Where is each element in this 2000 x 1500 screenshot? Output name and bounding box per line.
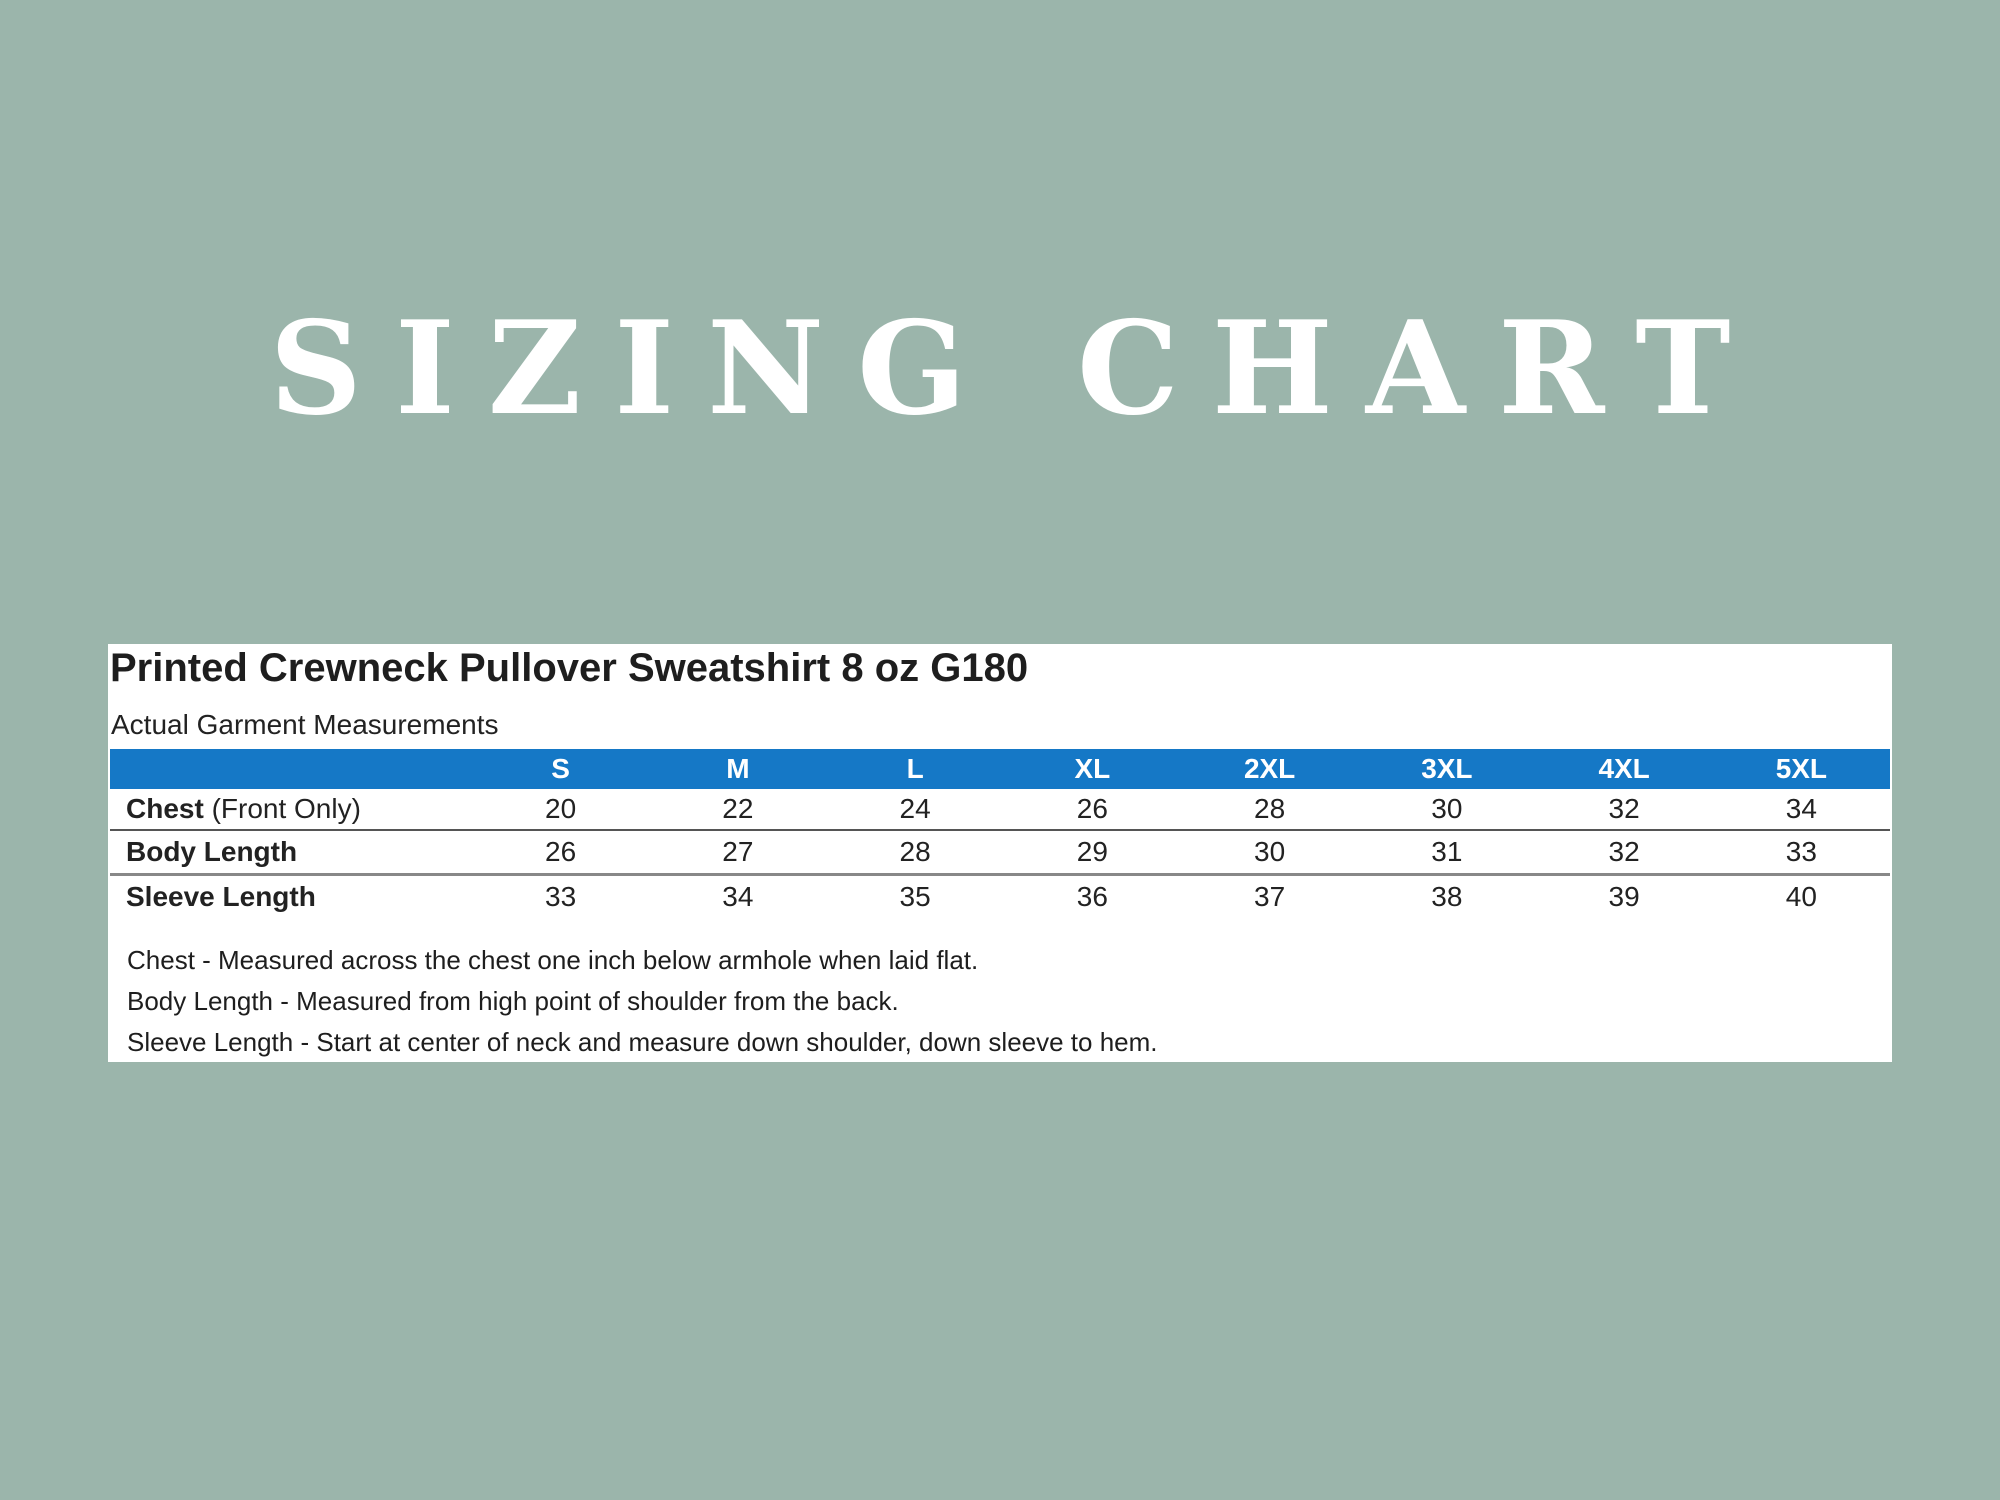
size-chart-sheet: Printed Crewneck Pullover Sweatshirt 8 o… [108, 644, 1892, 1062]
size-header-blank [110, 749, 472, 789]
size-header: 3XL [1358, 749, 1536, 789]
size-header: L [826, 749, 1004, 789]
table-cell: 30 [1358, 789, 1536, 831]
table-cell: 36 [1076, 881, 1108, 912]
table-cell: 28 [826, 830, 1004, 876]
table-cell: 30 [1181, 830, 1359, 876]
size-header-row: S M L XL 2XL 3XL 4XL 5XL [110, 749, 1890, 789]
product-title: Printed Crewneck Pullover Sweatshirt 8 o… [110, 646, 1029, 690]
table-row-chest: Chest (Front Only) 20 22 24 26 28 30 32 … [110, 789, 1890, 831]
table-cell: 34 [722, 881, 754, 912]
table-cell: 34 [1712, 789, 1890, 831]
sizing-table: S M L XL 2XL 3XL 4XL 5XL Chest (Front On… [110, 749, 1890, 918]
measurement-notes: Chest - Measured across the chest one in… [127, 940, 1158, 1063]
row-label: Chest (Front Only) [110, 789, 472, 831]
table-cell: 27 [649, 830, 827, 876]
page-title: SIZING CHART [269, 294, 1764, 444]
table-row-body-length: Body Length 26 27 28 29 30 31 32 33 [110, 830, 1890, 876]
note-body-length: Body Length - Measured from high point o… [127, 986, 899, 1016]
table-cell: 32 [1535, 830, 1713, 876]
note-sleeve-length: Sleeve Length - Start at center of neck … [127, 1027, 1158, 1057]
size-header: 4XL [1535, 749, 1713, 789]
table-cell: 22 [649, 789, 827, 831]
table-cell: 26 [472, 830, 650, 876]
table-cell: 31 [1358, 830, 1536, 876]
size-header: 2XL [1181, 749, 1359, 789]
table-cell: 33 [545, 881, 577, 912]
note-chest: Chest - Measured across the chest one in… [127, 945, 979, 975]
row-label-bold: Sleeve Length [126, 881, 316, 912]
size-header: M [649, 749, 827, 789]
measurements-subtitle: Actual Garment Measurements [111, 709, 499, 740]
row-label-note: (Front Only) [203, 793, 361, 824]
table-cell: 38 [1431, 881, 1463, 912]
row-label-bold: Body Length [126, 836, 298, 867]
size-header: S [472, 749, 650, 789]
size-header: XL [1003, 749, 1181, 789]
table-cell: 26 [1003, 789, 1181, 831]
table-cell: 33 [1712, 830, 1890, 876]
table-cell: 39 [1608, 881, 1640, 912]
row-label: Body Length [110, 830, 472, 876]
table-cell: 32 [1535, 789, 1713, 831]
table-cell: 40 [1785, 881, 1817, 912]
table-cell: 28 [1181, 789, 1359, 831]
row-label: Sleeve Length [110, 875, 472, 919]
table-row-sleeve-length: Sleeve Length 33 34 35 36 37 38 39 40 [110, 875, 1890, 919]
row-label-bold: Chest [126, 793, 204, 824]
table-cell: 37 [1254, 881, 1286, 912]
table-cell: 35 [899, 881, 931, 912]
size-header: 5XL [1712, 749, 1890, 789]
table-cell: 20 [472, 789, 650, 831]
table-cell: 29 [1003, 830, 1181, 876]
table-cell: 24 [826, 789, 1004, 831]
